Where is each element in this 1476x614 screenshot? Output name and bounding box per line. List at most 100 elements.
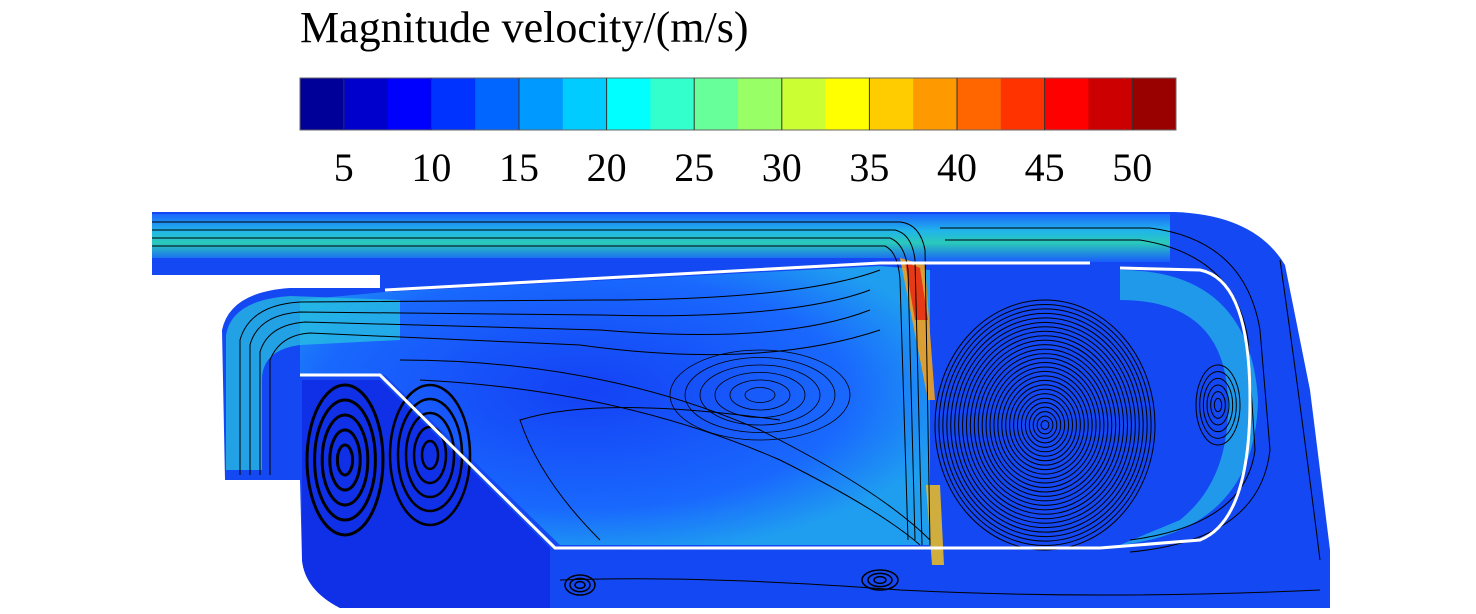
streamline (152, 245, 909, 541)
colorbar-band (869, 78, 914, 130)
vortex-ring (714, 372, 806, 418)
colorbar-tick-label: 50 (1112, 145, 1152, 190)
vortex-ring (1210, 391, 1226, 419)
colorbar-band (519, 78, 564, 130)
jet-lower (926, 485, 944, 565)
vortex-ring (420, 439, 440, 471)
vortex-ring (1001, 375, 1089, 475)
vortex-ring (328, 428, 362, 492)
colorbar-band (957, 78, 1002, 130)
vortex-ring (989, 362, 1101, 488)
left-inlet-flow (226, 296, 400, 470)
vortex-ring (1213, 397, 1223, 413)
vortex-ring (335, 443, 355, 477)
colorbar-tick-label: 5 (334, 145, 354, 190)
vortex-ring (412, 425, 448, 485)
vortex-ring (977, 348, 1113, 502)
streamline (152, 229, 923, 546)
wall (384, 261, 1090, 292)
vortex-ring (729, 379, 791, 411)
streamline (152, 237, 916, 541)
streamline (940, 227, 1271, 553)
vortex-ring (1028, 406, 1062, 444)
right-return-flow (1120, 270, 1258, 545)
colorbar-band (1000, 78, 1046, 130)
streamline (249, 289, 871, 475)
colorbar-tick-label: 10 (411, 145, 451, 190)
colorbar-tick-label: 15 (499, 145, 539, 190)
vortex-ring (958, 326, 1132, 524)
colorbar-band (1132, 78, 1177, 130)
colorbar-tick-label: 20 (587, 145, 627, 190)
vortices (305, 299, 1241, 596)
vortex-ring (1199, 371, 1237, 439)
vortex-ring (684, 357, 836, 433)
flow-field (152, 212, 1330, 608)
vortex-ring (574, 580, 586, 590)
colorbar-tick-label: 25 (674, 145, 714, 190)
colorbar-band (431, 78, 476, 130)
vortex-ring (997, 370, 1093, 480)
streamline (269, 329, 881, 475)
vortex-ring (404, 411, 456, 499)
vortex-ring (699, 364, 821, 426)
vortex-ring (388, 383, 472, 527)
vortex-ring (938, 303, 1152, 547)
streamline (519, 407, 781, 541)
vortex-ring (564, 574, 596, 596)
streamline (259, 309, 871, 475)
vortex-ring (985, 357, 1105, 493)
vortex-ring (1013, 388, 1077, 462)
colorbar-band (913, 78, 958, 130)
colorbar: 5 10 15 20 25 30 35 40 45 50 (299, 77, 1177, 190)
colorbar-frame (299, 77, 1177, 131)
colorbar-tick-label: 45 (1025, 145, 1065, 190)
vortex-ring (669, 349, 851, 441)
colorbar-band (475, 78, 520, 130)
colorbar-title: Magnitude velocity/(m/s) (300, 3, 748, 52)
vortex-ring (993, 366, 1097, 484)
streamline (152, 221, 931, 546)
vortex-ring (867, 572, 893, 588)
vortex-ring (1020, 397, 1070, 453)
vortex-ring (1040, 420, 1050, 430)
vortex-ring (954, 321, 1136, 529)
vortex-ring (873, 575, 887, 585)
vortex-ring (744, 387, 776, 403)
vortex-ring (320, 413, 370, 507)
vortex-ring (981, 353, 1109, 497)
streamline (559, 578, 1321, 596)
colorbar-band (1044, 78, 1089, 130)
vortex-ring (946, 312, 1144, 538)
vortex-ring (965, 335, 1125, 515)
colorbar-band (300, 78, 345, 130)
wall (1099, 266, 1252, 550)
colorbar-tick-label: 35 (849, 145, 889, 190)
colorbar-band (1088, 78, 1133, 130)
colorbar-tick-label: 40 (937, 145, 977, 190)
colorbar-band (694, 78, 739, 130)
colorbar-band (343, 78, 389, 130)
streamline (419, 379, 921, 546)
vortex-ring (950, 317, 1140, 533)
streamline (1279, 259, 1321, 561)
vortex-ring (1032, 411, 1058, 439)
colorbar-band (562, 78, 608, 130)
colorbar-band (738, 78, 783, 130)
walls (300, 261, 1252, 550)
jet-core (905, 262, 928, 320)
vortex-ring (1024, 402, 1066, 448)
main-cavity (300, 266, 930, 545)
vortex-ring (1036, 415, 1054, 435)
vortex-ring (1009, 384, 1081, 466)
colorbar-band (825, 78, 870, 130)
vortex-ring (1017, 393, 1073, 457)
vortex-ring (962, 330, 1128, 520)
vortex-ring (1202, 377, 1234, 433)
streamline (399, 359, 931, 541)
vortex-ring (305, 383, 385, 537)
vortex-ring (313, 398, 377, 522)
vortex-ring (1206, 384, 1230, 426)
colorbar-band (650, 78, 695, 130)
